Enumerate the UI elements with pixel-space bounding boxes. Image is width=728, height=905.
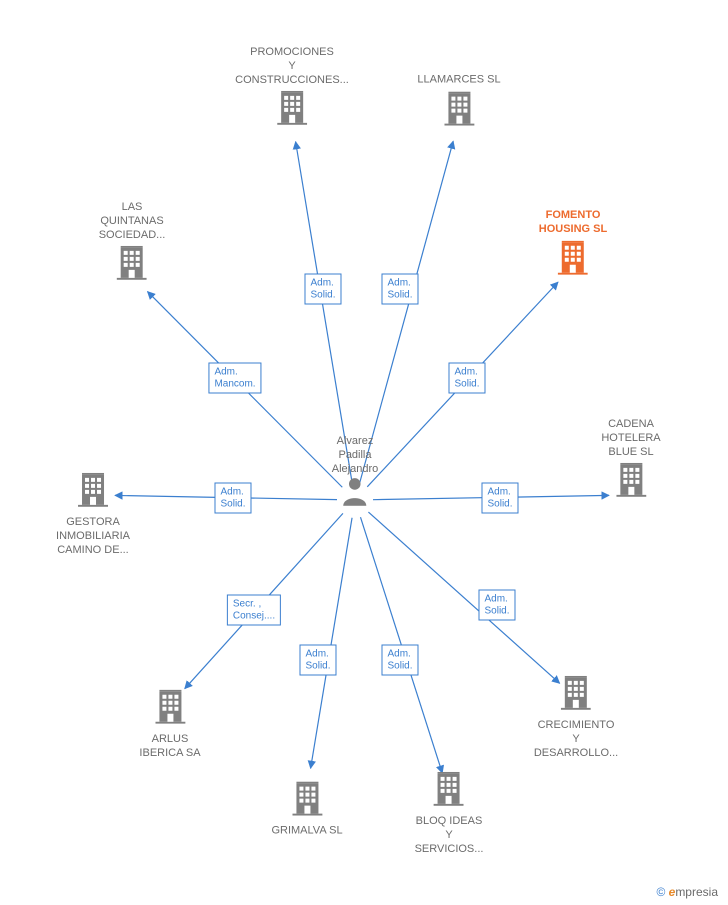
company-label: GESTORA INMOBILIARIA CAMINO DE... [56,516,130,557]
building-icon [78,473,108,512]
company-label: PROMOCIONES Y CONSTRUCCIONES... [235,46,349,87]
building-icon [434,772,464,811]
building-icon [558,240,588,279]
company-label: GRIMALVA SL [271,825,342,839]
building-icon [292,782,322,821]
edge-label: Secr. , Consej.... [227,595,281,626]
company-label: BLOQ IDEAS Y SERVICIOS... [415,815,484,856]
copyright-symbol: © [656,885,665,899]
building-icon [616,463,646,502]
company-label: FOMENTO HOUSING SL [539,209,607,237]
edge-label: Adm. Mancom. [208,363,261,394]
edge-line [296,142,352,483]
edge-label: Adm. Solid. [381,274,418,305]
edge-label: Adm. Solid. [478,590,515,621]
brand-rest: mpresia [675,885,718,899]
person-icon [341,476,369,511]
company-node-cadena: CADENA HOTELERA BLUE SL [601,418,660,506]
attribution: © empresia [656,885,718,899]
building-icon [117,246,147,285]
edge-line [360,141,453,482]
company-node-las_quintanas: LAS QUINTANAS SOCIEDAD... [99,201,166,289]
edge-label: Adm. Solid. [381,645,418,676]
company-node-llamarces: LLAMARCES SL [417,74,500,135]
edge-label: Adm. Solid. [481,483,518,514]
edge-label: Adm. Solid. [214,483,251,514]
company-node-grimalva: GRIMALVA SL [271,778,342,839]
company-label: CADENA HOTELERA BLUE SL [601,418,660,459]
company-label: LAS QUINTANAS SOCIEDAD... [99,201,166,242]
edge-label: Adm. Solid. [448,363,485,394]
company-node-crecimiento: CRECIMIENTO Y DESARROLLO... [534,672,618,760]
edge-label: Adm. Solid. [304,274,341,305]
company-node-fomento: FOMENTO HOUSING SL [539,209,607,284]
edge-label: Adm. Solid. [299,645,336,676]
company-node-bloq: BLOQ IDEAS Y SERVICIOS... [415,768,484,856]
company-label: ARLUS IBERICA SA [139,733,200,761]
company-label: LLAMARCES SL [417,74,500,88]
building-icon [155,690,185,729]
network-diagram: Alvarez Padilla Alejandro PROMOCIONES Y … [0,0,728,905]
company-node-arlus: ARLUS IBERICA SA [139,686,200,761]
company-label: CRECIMIENTO Y DESARROLLO... [534,719,618,760]
edge-line [311,518,352,769]
building-icon [444,91,474,130]
building-icon [561,676,591,715]
center-person-node: Alvarez Padilla Alejandro [332,435,378,511]
company-node-promociones: PROMOCIONES Y CONSTRUCCIONES... [235,46,349,134]
company-node-gestora: GESTORA INMOBILIARIA CAMINO DE... [56,469,130,557]
building-icon [277,91,307,130]
center-label: Alvarez Padilla Alejandro [332,435,378,476]
